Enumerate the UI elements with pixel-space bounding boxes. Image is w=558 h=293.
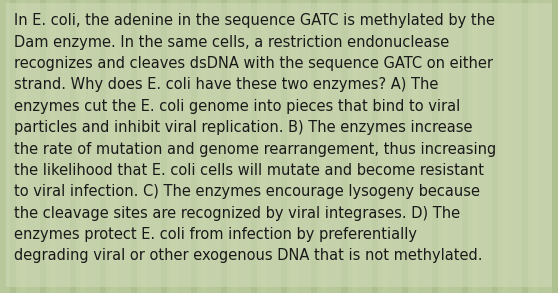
Bar [181,0,187,293]
Bar [422,0,428,293]
Text: particles and inhibit viral replication. B) The enzymes increase: particles and inhibit viral replication.… [14,120,473,135]
Bar [492,0,498,293]
Bar [231,0,237,293]
Bar [0,0,6,293]
Bar [30,0,36,293]
Bar [321,0,328,293]
Text: the likelihood that E. coli cells will mutate and become resistant: the likelihood that E. coli cells will m… [14,163,484,178]
Bar [241,0,247,293]
Bar [392,0,398,293]
Bar [261,0,267,293]
Bar [60,0,66,293]
Bar [271,0,277,293]
Bar [191,0,197,293]
Bar [141,0,147,293]
Text: Dam enzyme. In the same cells, a restriction endonuclease: Dam enzyme. In the same cells, a restric… [14,35,449,50]
Bar [512,0,518,293]
Text: enzymes cut the E. coli genome into pieces that bind to viral: enzymes cut the E. coli genome into piec… [14,99,460,114]
Bar [432,0,438,293]
Bar [100,0,107,293]
Bar [251,0,257,293]
Bar [522,0,528,293]
Bar [161,0,167,293]
Bar [502,0,508,293]
Bar [40,0,46,293]
Bar [281,0,287,293]
Bar [552,0,558,293]
Bar [90,0,97,293]
Bar [482,0,488,293]
Bar [301,0,307,293]
Text: In E. coli, the adenine in the sequence GATC is methylated by the: In E. coli, the adenine in the sequence … [14,13,495,28]
Text: to viral infection. C) The enzymes encourage lysogeny because: to viral infection. C) The enzymes encou… [14,184,480,199]
Bar [121,0,127,293]
Text: enzymes protect E. coli from infection by preferentially: enzymes protect E. coli from infection b… [14,227,417,242]
Text: recognizes and cleaves dsDNA with the sequence GATC on either: recognizes and cleaves dsDNA with the se… [14,56,493,71]
Bar [131,0,137,293]
Bar [80,0,86,293]
Bar [352,0,358,293]
Bar [542,0,549,293]
Bar [211,0,217,293]
Text: strand. Why does E. coli have these two enzymes? A) The: strand. Why does E. coli have these two … [14,77,439,92]
Bar [151,0,157,293]
Bar [20,0,26,293]
Bar [331,0,338,293]
Bar [341,0,348,293]
Text: the cleavage sites are recognized by viral integrases. D) The: the cleavage sites are recognized by vir… [14,206,460,221]
Text: the rate of mutation and genome rearrangement, thus increasing: the rate of mutation and genome rearrang… [14,142,496,156]
Bar [10,0,16,293]
Bar [442,0,448,293]
Bar [201,0,207,293]
Bar [362,0,368,293]
Bar [70,0,76,293]
Bar [221,0,227,293]
Bar [382,0,388,293]
Bar [462,0,468,293]
Bar [402,0,408,293]
Bar [372,0,378,293]
Bar [171,0,177,293]
Bar [472,0,478,293]
Bar [532,0,538,293]
Bar [412,0,418,293]
Text: degrading viral or other exogenous DNA that is not methylated.: degrading viral or other exogenous DNA t… [14,248,483,263]
Bar [291,0,297,293]
Bar [110,0,117,293]
Bar [311,0,318,293]
Bar [452,0,458,293]
Bar [50,0,56,293]
